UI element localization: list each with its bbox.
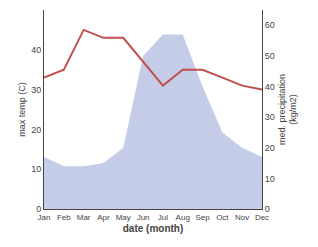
svg-text:0: 0 (36, 204, 41, 214)
svg-text:30: 30 (265, 112, 275, 122)
svg-text:Jul: Jul (158, 213, 168, 222)
svg-text:40: 40 (31, 45, 41, 55)
svg-text:Nov: Nov (235, 213, 249, 222)
svg-text:date (month): date (month) (123, 223, 184, 234)
svg-text:40: 40 (265, 82, 275, 92)
svg-text:10: 10 (31, 164, 41, 174)
svg-text:Aug: Aug (176, 213, 190, 222)
svg-text:Oct: Oct (216, 213, 229, 222)
svg-text:30: 30 (31, 85, 41, 95)
svg-text:60: 60 (265, 20, 275, 30)
svg-text:20: 20 (31, 125, 41, 135)
svg-text:Jun: Jun (137, 213, 150, 222)
svg-text:10: 10 (265, 174, 275, 184)
svg-text:med. precipitation(kg/m2): med. precipitation(kg/m2) (277, 74, 299, 145)
svg-text:Jan: Jan (38, 213, 51, 222)
svg-text:20: 20 (265, 143, 275, 153)
svg-text:Sep: Sep (195, 213, 210, 222)
svg-text:50: 50 (265, 51, 275, 61)
svg-text:Mar: Mar (77, 213, 91, 222)
svg-text:Dec: Dec (255, 213, 269, 222)
svg-text:Feb: Feb (57, 213, 71, 222)
svg-text:max temp (C): max temp (C) (17, 82, 27, 137)
svg-text:0: 0 (265, 204, 270, 214)
svg-text:May: May (116, 213, 131, 222)
svg-text:Apr: Apr (97, 213, 110, 222)
